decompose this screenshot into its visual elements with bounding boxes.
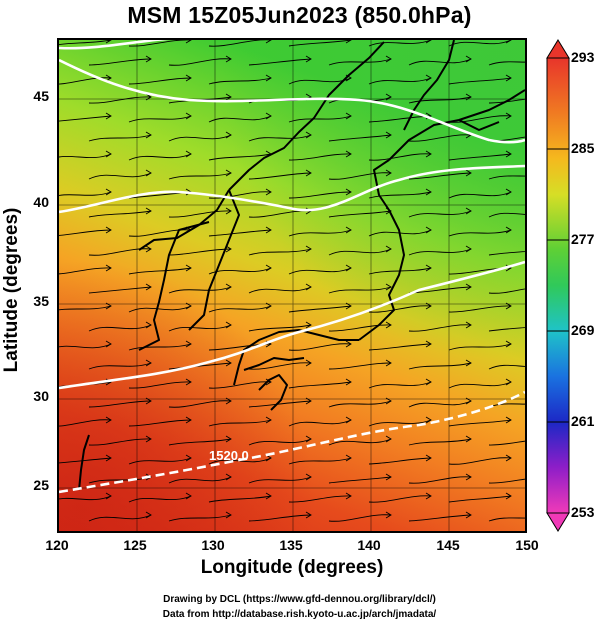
colorbar-tick-label: 277 <box>571 231 595 247</box>
contour-label: 1520.0 <box>209 448 249 463</box>
coastline <box>78 40 525 491</box>
x-tick-label: 120 <box>45 537 69 553</box>
x-tick-label: 140 <box>357 537 381 553</box>
y-tick-label: 45 <box>33 88 49 104</box>
colorbar-tick-label: 285 <box>571 140 595 156</box>
map-plot-area[interactable]: 1520.0 <box>57 38 527 533</box>
colorbar-tick-label: 261 <box>571 413 595 429</box>
y-tick-label: 40 <box>33 194 49 210</box>
wind-streamlines <box>59 40 525 522</box>
colorbar-tick-label: 269 <box>571 322 595 338</box>
y-tick-label: 30 <box>33 388 49 404</box>
credit-drawing: Drawing by DCL (https://www.gfd-dennou.o… <box>163 594 436 605</box>
x-tick-label: 150 <box>515 537 539 553</box>
x-axis-label: Longitude (degrees) <box>200 557 384 578</box>
chart-title: MSM 15Z05Jun2023 (850.0hPa) <box>127 2 472 28</box>
colorbar-tick-label: 293 <box>571 49 595 65</box>
height-contours <box>59 40 525 494</box>
y-tick-label: 25 <box>33 477 49 493</box>
y-tick-label: 35 <box>33 293 49 309</box>
x-tick-label: 130 <box>201 537 225 553</box>
y-axis-label: Latitude (degrees) <box>1 207 22 373</box>
x-tick-label: 125 <box>123 537 147 553</box>
credit-data: Data from http://database.rish.kyoto-u.a… <box>162 609 437 620</box>
colorbar <box>546 39 570 532</box>
x-tick-label: 145 <box>436 537 460 553</box>
colorbar-tick-label: 253 <box>571 504 595 520</box>
map-canvas: 1520.0 <box>59 40 525 531</box>
x-tick-label: 135 <box>279 537 303 553</box>
